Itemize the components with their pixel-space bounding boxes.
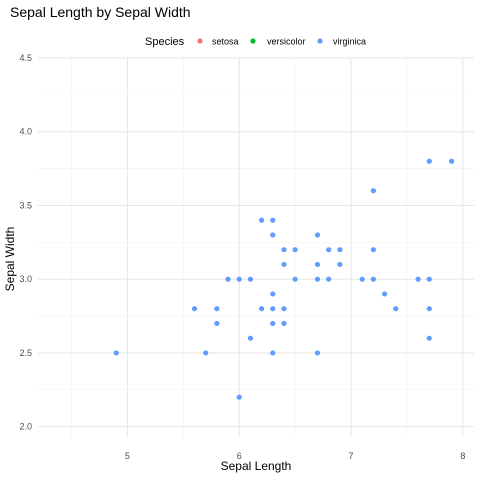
data-point-virginica <box>292 247 298 253</box>
data-point-virginica <box>281 306 287 312</box>
data-point-virginica <box>314 276 321 282</box>
data-point-virginica <box>214 306 220 312</box>
data-point-virginica <box>281 261 287 268</box>
data-point-virginica <box>191 306 198 312</box>
data-point-virginica <box>337 261 343 268</box>
data-point-virginica <box>326 247 332 253</box>
data-point-virginica <box>381 291 388 297</box>
data-point-virginica <box>415 276 421 282</box>
data-points <box>113 158 455 400</box>
data-point-virginica <box>314 350 321 356</box>
data-point-virginica <box>270 217 276 223</box>
data-point-virginica <box>292 276 298 282</box>
legend-label-versicolor: versicolor <box>267 37 306 47</box>
x-tick-label: 8 <box>460 451 465 461</box>
data-point-virginica <box>281 247 287 253</box>
data-point-virginica <box>270 306 276 312</box>
x-axis-ticks: 5 6 7 8 <box>125 451 465 461</box>
data-point-virginica <box>113 350 119 356</box>
data-point-virginica <box>225 276 231 282</box>
data-point-virginica <box>270 320 276 327</box>
data-point-virginica <box>426 335 432 341</box>
grid-major <box>38 57 474 437</box>
legend-key-virginica <box>317 38 323 44</box>
legend-label-setosa: setosa <box>212 37 239 47</box>
data-point-virginica <box>258 306 265 312</box>
data-point-virginica <box>337 247 343 253</box>
x-tick-label: 5 <box>125 451 130 461</box>
y-tick-label: 3.5 <box>19 200 32 210</box>
data-point-virginica <box>258 217 265 223</box>
legend-key-versicolor <box>250 38 256 44</box>
legend-label-virginica: virginica <box>333 37 366 47</box>
y-axis-ticks: 2.0 2.5 3.0 3.5 4.0 4.5 <box>19 53 32 432</box>
data-point-virginica <box>314 261 321 268</box>
y-tick-label: 3.0 <box>19 274 32 284</box>
data-point-virginica <box>214 320 220 327</box>
data-point-virginica <box>370 276 376 282</box>
data-point-virginica <box>270 350 276 356</box>
x-tick-label: 7 <box>349 451 354 461</box>
data-point-virginica <box>393 306 399 312</box>
y-tick-label: 4.0 <box>19 127 32 137</box>
grid-minor <box>38 58 474 437</box>
data-point-virginica <box>236 276 242 282</box>
legend: Species setosa versicolor virginica <box>145 36 366 48</box>
x-tick-label: 6 <box>237 451 242 461</box>
y-axis-title: Sepal Width <box>3 227 17 292</box>
data-point-virginica <box>236 394 242 400</box>
chart-title: Sepal Length by Sepal Width <box>10 4 191 20</box>
data-point-virginica <box>247 276 254 282</box>
data-point-virginica <box>359 276 365 282</box>
data-point-virginica <box>370 247 376 253</box>
y-tick-label: 2.5 <box>19 348 32 358</box>
data-point-virginica <box>426 306 432 312</box>
y-tick-label: 4.5 <box>19 53 32 63</box>
y-tick-label: 2.0 <box>19 422 32 432</box>
data-point-virginica <box>426 158 432 164</box>
x-axis-title: Sepal Length <box>221 459 292 473</box>
data-point-virginica <box>426 276 432 282</box>
data-point-virginica <box>281 320 287 327</box>
legend-key-setosa <box>197 38 203 44</box>
data-point-virginica <box>270 232 276 238</box>
data-point-virginica <box>203 350 209 356</box>
data-point-virginica <box>326 276 332 282</box>
data-point-virginica <box>247 335 254 341</box>
data-point-virginica <box>449 158 455 164</box>
data-point-virginica <box>370 188 376 194</box>
data-point-virginica <box>270 291 276 297</box>
data-point-virginica <box>314 232 321 238</box>
legend-title: Species <box>145 36 185 48</box>
